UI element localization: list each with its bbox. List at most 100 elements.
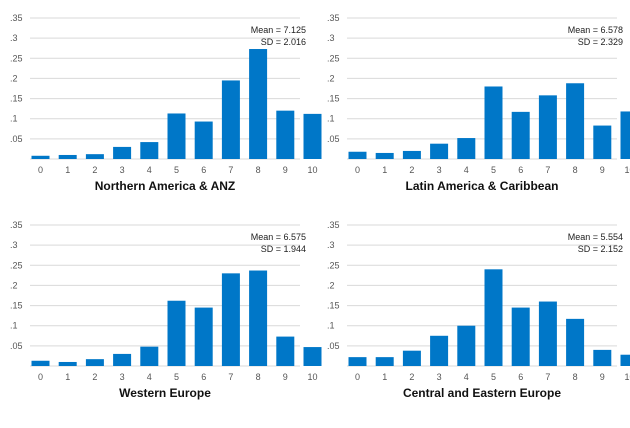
bar-8 xyxy=(566,83,585,159)
y-tick-label: .05 xyxy=(10,134,23,144)
chart-svg: .05 .1 .15 .2 .25 .3 .35 0 1 2 3 4 5 6 7 8 9 10 Mean = 6.5… xyxy=(10,220,322,400)
y-tick-label: .05 xyxy=(327,341,340,351)
y-tick-label: .35 xyxy=(327,13,340,23)
x-tick-label: 5 xyxy=(174,372,179,382)
x-tick-label: 4 xyxy=(147,372,152,382)
x-tick-label: 4 xyxy=(147,165,152,175)
bar-10 xyxy=(620,354,630,366)
x-tick-label: 3 xyxy=(120,165,125,175)
chart-panel-central-eastern-europe: .05 .1 .15 .2 .25 .3 .35 0 1 2 3 4 5 6 7 8 9 10 Mean = 5.5… xyxy=(327,215,630,415)
bar-4 xyxy=(457,138,476,159)
y-tick-label: .3 xyxy=(327,240,335,250)
y-tick-label: .1 xyxy=(10,321,18,331)
y-tick-label: .25 xyxy=(10,260,23,270)
x-tick-label: 0 xyxy=(38,165,43,175)
bar-2 xyxy=(402,150,421,159)
chart-svg: .05 .1 .15 .2 .25 .3 .35 0 1 2 3 4 5 6 7 8 9 10 Mean = 5.5… xyxy=(327,220,630,400)
x-tick-label: 8 xyxy=(256,372,261,382)
x-tick-label: 2 xyxy=(92,372,97,382)
chart-title: Central and Eastern Europe xyxy=(403,386,561,400)
x-tick-label: 2 xyxy=(92,165,97,175)
y-tick-label: .1 xyxy=(327,321,335,331)
x-tick-label: 2 xyxy=(409,165,414,175)
chart-panel-western-europe: .05 .1 .15 .2 .25 .3 .35 0 1 2 3 4 5 6 7 8 9 10 Mean = 6.5… xyxy=(10,215,322,415)
x-tick-label: 1 xyxy=(382,372,387,382)
bar-8 xyxy=(249,270,268,366)
y-tick-label: .05 xyxy=(10,341,23,351)
bar-4 xyxy=(457,325,476,366)
x-tick-label: 8 xyxy=(256,165,261,175)
y-tick-label: .2 xyxy=(10,73,18,83)
x-tick-label: 1 xyxy=(65,372,70,382)
bar-7 xyxy=(538,301,557,366)
x-tick-label: 4 xyxy=(464,372,469,382)
y-tick-label: .1 xyxy=(327,114,335,124)
sd-annotation: SD = 1.944 xyxy=(261,244,306,254)
y-tick-label: .15 xyxy=(10,301,23,311)
x-tick-label: 6 xyxy=(518,372,523,382)
bar-0 xyxy=(348,357,367,366)
y-tick-label: .35 xyxy=(10,13,23,23)
y-tick-label: .2 xyxy=(327,73,335,83)
chart-svg: .05 .1 .15 .2 .25 .3 .35 0 1 2 3 4 5 6 7 8 9 10 Mean = 6.5… xyxy=(327,13,630,193)
x-tick-label: 6 xyxy=(518,165,523,175)
x-tick-label: 5 xyxy=(491,165,496,175)
bar-6 xyxy=(194,307,213,366)
x-tick-label: 1 xyxy=(65,165,70,175)
x-tick-label: 0 xyxy=(355,165,360,175)
bar-7 xyxy=(221,273,240,366)
x-tick-label: 7 xyxy=(545,165,550,175)
chart-panel-northern-america-anz: .05 .1 .15 .2 .25 .3 .35 0 1 2 3 4 5 6 7 8 9 10 Mean = 7.1… xyxy=(10,8,322,208)
bar-3 xyxy=(430,143,449,159)
mean-annotation: Mean = 6.575 xyxy=(251,232,306,242)
bar-3 xyxy=(430,335,449,366)
y-tick-label: .05 xyxy=(327,134,340,144)
chart-title: Northern America & ANZ xyxy=(95,179,235,193)
mean-annotation: Mean = 5.554 xyxy=(568,232,623,242)
bar-6 xyxy=(194,121,213,159)
bar-10 xyxy=(620,111,630,159)
bar-8 xyxy=(566,318,585,366)
x-tick-label: 1 xyxy=(382,165,387,175)
bar-3 xyxy=(113,353,132,366)
x-tick-label: 9 xyxy=(600,165,605,175)
bar-1 xyxy=(375,357,394,366)
x-tick-label: 10 xyxy=(624,165,630,175)
x-tick-label: 3 xyxy=(120,372,125,382)
bar-0 xyxy=(31,360,50,366)
bar-7 xyxy=(538,95,557,159)
x-tick-label: 7 xyxy=(228,372,233,382)
chart-svg: .05 .1 .15 .2 .25 .3 .35 0 1 2 3 4 5 6 7 8 9 10 Mean = 7.1… xyxy=(10,13,322,193)
bar-9 xyxy=(276,336,295,366)
x-tick-label: 3 xyxy=(437,372,442,382)
bar-4 xyxy=(140,346,159,366)
bar-6 xyxy=(511,111,530,159)
bar-5 xyxy=(484,269,503,366)
mean-annotation: Mean = 6.578 xyxy=(568,25,623,35)
sd-annotation: SD = 2.329 xyxy=(578,37,623,47)
bar-9 xyxy=(593,349,612,366)
bar-5 xyxy=(167,113,186,159)
y-tick-label: .3 xyxy=(327,33,335,43)
y-tick-label: .3 xyxy=(10,240,18,250)
chart-title: Western Europe xyxy=(119,386,211,400)
bar-1 xyxy=(58,154,77,159)
x-tick-label: 8 xyxy=(573,165,578,175)
bar-2 xyxy=(85,359,104,366)
bar-10 xyxy=(303,347,322,366)
y-tick-label: .2 xyxy=(10,280,18,290)
x-tick-label: 10 xyxy=(624,372,630,382)
x-tick-label: 10 xyxy=(307,372,317,382)
x-tick-label: 6 xyxy=(201,372,206,382)
bar-2 xyxy=(85,154,104,159)
x-tick-label: 5 xyxy=(491,372,496,382)
bar-3 xyxy=(113,146,132,159)
x-tick-label: 9 xyxy=(283,372,288,382)
x-tick-label: 0 xyxy=(38,372,43,382)
mean-annotation: Mean = 7.125 xyxy=(251,25,306,35)
y-tick-label: .25 xyxy=(327,53,340,63)
y-tick-label: .15 xyxy=(327,94,340,104)
bar-8 xyxy=(249,49,268,159)
sd-annotation: SD = 2.016 xyxy=(261,37,306,47)
y-tick-label: .25 xyxy=(10,53,23,63)
